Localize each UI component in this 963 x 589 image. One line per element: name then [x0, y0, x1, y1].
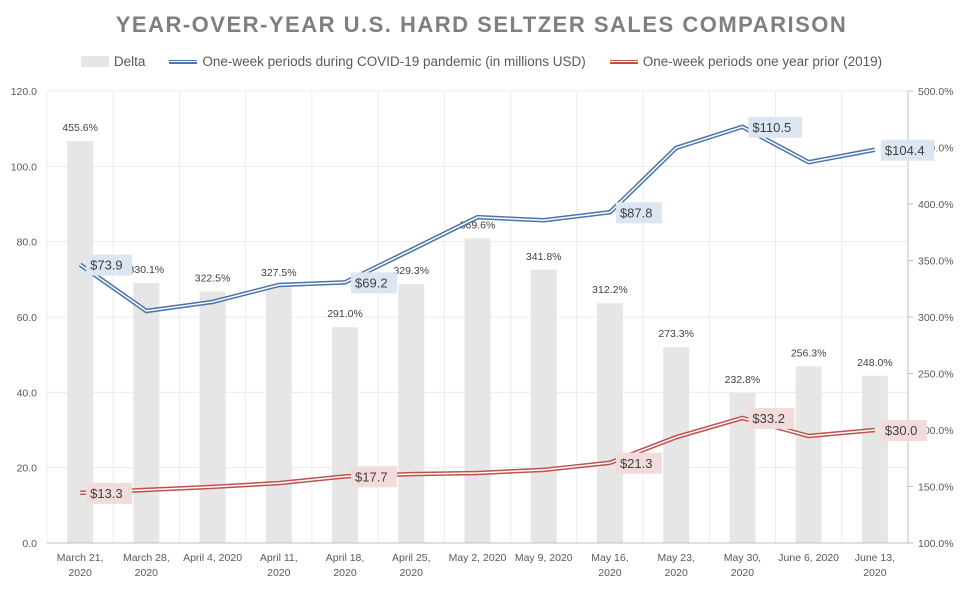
legend-swatch-2019	[609, 59, 638, 64]
category-label: May 9, 2020	[515, 552, 573, 564]
line-covid-data-label: $73.9	[90, 258, 123, 273]
legend-item-covid: One-week periods during COVID-19 pandemi…	[169, 54, 586, 69]
category-label: 2020	[267, 567, 291, 579]
legend-label-delta: Delta	[113, 54, 146, 69]
category-label: 2020	[135, 567, 159, 579]
line-covid-label-bg	[748, 116, 803, 138]
line-2019-label-bg	[86, 482, 133, 504]
category-label: June 13,	[855, 552, 895, 564]
line-2019-data-label: $13.3	[90, 486, 123, 501]
category-label: May 30,	[724, 552, 761, 564]
bar-delta	[530, 269, 557, 543]
legend-swatch-delta	[80, 56, 109, 67]
line-2019-label-bg	[351, 466, 398, 488]
legend-item-2019: One-week periods one year prior (2019)	[609, 54, 883, 69]
left-axis-tick-label: 40.0	[17, 387, 38, 399]
bar-data-label: 291.0%	[327, 308, 363, 320]
category-label: 2020	[863, 567, 887, 579]
right-axis-tick-label: 500.0%	[918, 86, 954, 98]
right-axis-tick-label: 100.0%	[918, 538, 954, 550]
category-label: 2020	[665, 567, 689, 579]
bar-delta	[663, 347, 690, 543]
bar-data-label: 455.6%	[62, 122, 98, 134]
category-label: 2020	[731, 567, 755, 579]
line-2019-data-label: $30.0	[885, 423, 918, 438]
line-covid-data-label: $69.2	[355, 275, 388, 290]
bar-data-label: 273.3%	[658, 328, 694, 340]
bar-data-label: 329.3%	[393, 265, 429, 277]
category-label: 2020	[68, 567, 92, 579]
line-covid-data-label: $110.5	[752, 120, 791, 135]
bar-delta	[596, 303, 623, 543]
left-axis-tick-label: 60.0	[17, 312, 38, 324]
bar-delta	[464, 238, 491, 544]
right-axis-tick-label: 250.0%	[918, 369, 954, 381]
line-2019-data-label: $21.3	[620, 456, 653, 471]
legend-swatch-covid	[169, 59, 198, 64]
left-axis-tick-label: 100.0	[11, 161, 37, 173]
line-covid-data-label: $87.8	[620, 205, 653, 220]
bar-data-label: 330.1%	[129, 264, 165, 276]
category-label: 2020	[598, 567, 622, 579]
category-label: May 2, 2020	[449, 552, 507, 564]
legend-item-delta: Delta	[80, 54, 146, 69]
category-label: March 28,	[123, 552, 170, 564]
category-label: 2020	[333, 567, 357, 579]
line-2019-data-label: $17.7	[355, 469, 388, 484]
legend-label-covid: One-week periods during COVID-19 pandemi…	[202, 54, 586, 69]
bar-data-label: 256.3%	[791, 347, 827, 359]
bar-delta	[795, 366, 822, 543]
bar-data-label: 341.8%	[526, 251, 562, 263]
line-covid-label-bg	[86, 254, 133, 276]
left-axis-tick-label: 20.0	[17, 463, 38, 475]
bar-data-label: 248.0%	[857, 357, 893, 369]
category-label: April 18,	[326, 552, 365, 564]
line-2019-label-bg	[748, 407, 795, 429]
bar-delta	[861, 375, 888, 543]
right-axis-tick-label: 150.0%	[918, 482, 954, 494]
category-label: April 11,	[260, 552, 298, 564]
line-2019-label-bg	[880, 420, 927, 441]
chart-title: YEAR-OVER-YEAR U.S. HARD SELTZER SALES C…	[115, 12, 848, 37]
right-axis-tick-label: 300.0%	[918, 312, 954, 324]
bar-data-label: 312.2%	[592, 284, 628, 296]
left-axis-tick-label: 80.0	[17, 237, 38, 249]
category-label: June 6, 2020	[778, 552, 839, 564]
right-axis-tick-label: 200.0%	[918, 425, 954, 437]
category-label: 2020	[400, 567, 424, 579]
bar-data-label: 327.5%	[261, 267, 297, 279]
line-covid-label-bg	[351, 272, 398, 294]
line-covid-data-label: $104.4	[885, 143, 925, 158]
bar-delta	[199, 291, 226, 543]
category-label: April 4, 2020	[183, 552, 242, 564]
category-label: April 25,	[392, 552, 431, 564]
bar-delta	[398, 283, 425, 543]
line-covid-label-bg	[880, 139, 935, 161]
category-label: May 23,	[658, 552, 695, 564]
bar-delta	[67, 141, 94, 543]
bar-delta	[133, 282, 160, 543]
line-2019-data-label: $33.2	[752, 411, 785, 426]
left-axis-tick-label: 0.0	[22, 538, 37, 550]
legend: Delta One-week periods during COVID-19 p…	[0, 54, 963, 69]
category-label: May 16,	[591, 552, 628, 564]
line-2019-label-bg	[615, 452, 662, 474]
legend-label-2019: One-week periods one year prior (2019)	[642, 54, 883, 69]
bar-data-label: 322.5%	[195, 273, 231, 285]
bar-delta	[265, 285, 292, 543]
right-axis-tick-label: 350.0%	[918, 256, 954, 268]
bar-data-label: 232.8%	[725, 374, 761, 386]
left-axis-tick-label: 120.0	[11, 86, 37, 98]
line-covid-label-bg	[615, 202, 662, 224]
right-axis-tick-label: 400.0%	[918, 199, 954, 211]
bar-delta	[332, 327, 359, 543]
category-label: March 21,	[57, 552, 104, 564]
